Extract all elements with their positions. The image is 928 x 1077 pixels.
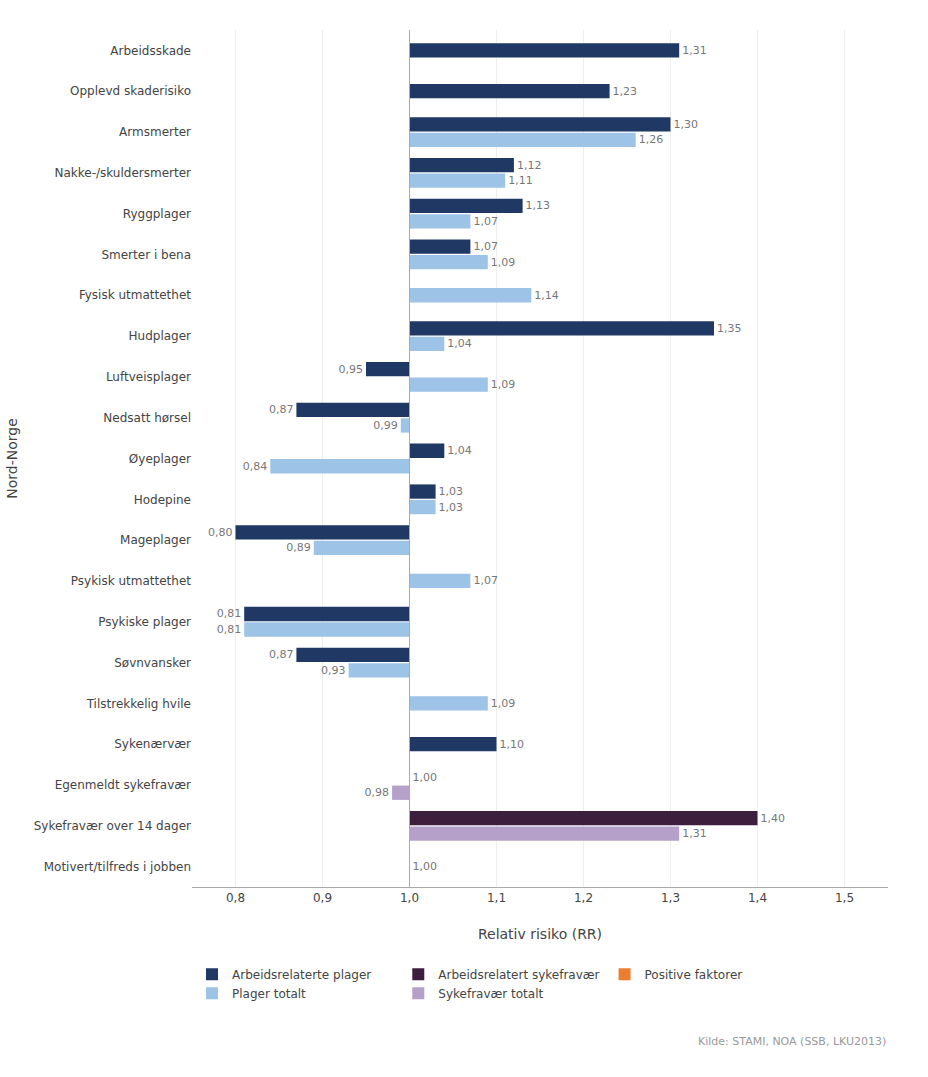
- svg-text:0,8: 0,8: [226, 891, 245, 905]
- svg-text:Søvnvansker: Søvnvansker: [114, 656, 191, 670]
- svg-text:1,12: 1,12: [517, 159, 542, 172]
- svg-text:1,03: 1,03: [439, 501, 464, 514]
- svg-text:Sykenærvær: Sykenærvær: [114, 737, 191, 751]
- svg-text:1,40: 1,40: [761, 812, 786, 825]
- svg-text:1,30: 1,30: [674, 118, 699, 131]
- svg-text:0,87: 0,87: [269, 648, 294, 661]
- svg-text:0,98: 0,98: [365, 786, 390, 799]
- svg-text:1,4: 1,4: [748, 891, 767, 905]
- svg-text:Fysisk utmattethet: Fysisk utmattethet: [79, 288, 191, 302]
- svg-text:1,09: 1,09: [491, 256, 516, 269]
- svg-text:Relativ risiko (RR): Relativ risiko (RR): [478, 926, 602, 942]
- svg-text:Arbeidsrelaterte plager: Arbeidsrelaterte plager: [232, 968, 371, 982]
- svg-text:1,1: 1,1: [487, 891, 506, 905]
- svg-text:Ryggplager: Ryggplager: [123, 207, 191, 221]
- svg-text:1,13: 1,13: [526, 199, 551, 212]
- svg-text:1,31: 1,31: [682, 827, 707, 840]
- svg-text:Tilstrekkelig hvile: Tilstrekkelig hvile: [86, 697, 191, 711]
- svg-text:1,11: 1,11: [508, 174, 533, 187]
- svg-text:Psykiske plager: Psykiske plager: [98, 615, 191, 629]
- svg-text:1,03: 1,03: [439, 485, 464, 498]
- svg-text:0,81: 0,81: [217, 607, 242, 620]
- svg-text:Opplevd skaderisiko: Opplevd skaderisiko: [70, 84, 191, 98]
- svg-text:Arbeidsskade: Arbeidsskade: [110, 44, 191, 58]
- svg-text:Kilde: STAMI, NOA (SSB, LKU201: Kilde: STAMI, NOA (SSB, LKU2013): [698, 1035, 886, 1048]
- svg-text:1,09: 1,09: [491, 378, 516, 391]
- svg-text:1,35: 1,35: [717, 322, 742, 335]
- svg-text:0,93: 0,93: [321, 664, 346, 677]
- svg-text:0,89: 0,89: [286, 541, 311, 554]
- svg-text:1,23: 1,23: [613, 85, 638, 98]
- svg-text:Luftveisplager: Luftveisplager: [106, 370, 191, 384]
- svg-text:1,07: 1,07: [473, 574, 498, 587]
- svg-text:1,00: 1,00: [413, 771, 438, 784]
- svg-text:0,87: 0,87: [269, 403, 294, 416]
- svg-text:1,04: 1,04: [447, 337, 472, 350]
- svg-text:Hodepine: Hodepine: [134, 493, 191, 507]
- svg-text:0,9: 0,9: [313, 891, 332, 905]
- svg-text:1,5: 1,5: [835, 891, 854, 905]
- svg-text:1,3: 1,3: [661, 891, 680, 905]
- svg-text:0,80: 0,80: [208, 526, 233, 539]
- svg-text:1,04: 1,04: [447, 444, 472, 457]
- svg-text:Nedsatt hørsel: Nedsatt hørsel: [103, 411, 191, 425]
- svg-text:Nakke-/skuldersmerter: Nakke-/skuldersmerter: [54, 166, 191, 180]
- svg-text:1,07: 1,07: [473, 240, 498, 253]
- svg-text:Psykisk utmattethet: Psykisk utmattethet: [71, 574, 192, 588]
- svg-text:Motivert/tilfreds i jobben: Motivert/tilfreds i jobben: [44, 860, 191, 874]
- svg-text:Sykefravær over 14 dager: Sykefravær over 14 dager: [34, 819, 191, 833]
- svg-text:0,81: 0,81: [217, 623, 242, 636]
- svg-text:1,2: 1,2: [574, 891, 593, 905]
- svg-text:Mageplager: Mageplager: [120, 533, 191, 547]
- svg-text:Nord-Norge: Nord-Norge: [4, 418, 20, 499]
- svg-text:1,10: 1,10: [500, 738, 525, 751]
- svg-text:Sykefravær totalt: Sykefravær totalt: [438, 987, 543, 1001]
- svg-text:1,0: 1,0: [400, 891, 419, 905]
- svg-text:Øyeplager: Øyeplager: [129, 452, 191, 466]
- svg-text:1,26: 1,26: [639, 133, 664, 146]
- svg-text:Armsmerter: Armsmerter: [119, 125, 191, 139]
- svg-text:1,09: 1,09: [491, 697, 516, 710]
- svg-text:Plager totalt: Plager totalt: [232, 987, 306, 1001]
- svg-text:Hudplager: Hudplager: [129, 329, 192, 343]
- svg-text:Egenmeldt sykefravær: Egenmeldt sykefravær: [55, 778, 191, 792]
- svg-text:Arbeidsrelatert sykefravær: Arbeidsrelatert sykefravær: [438, 968, 599, 982]
- svg-text:1,31: 1,31: [682, 44, 707, 57]
- svg-text:0,84: 0,84: [243, 460, 267, 473]
- svg-text:Smerter i bena: Smerter i bena: [101, 248, 191, 262]
- svg-text:Positive faktorer: Positive faktorer: [645, 968, 743, 982]
- svg-text:1,00: 1,00: [413, 860, 438, 873]
- svg-text:1,14: 1,14: [534, 289, 559, 302]
- svg-text:1,07: 1,07: [473, 215, 498, 228]
- svg-text:0,95: 0,95: [339, 363, 364, 376]
- svg-text:0,99: 0,99: [373, 419, 398, 432]
